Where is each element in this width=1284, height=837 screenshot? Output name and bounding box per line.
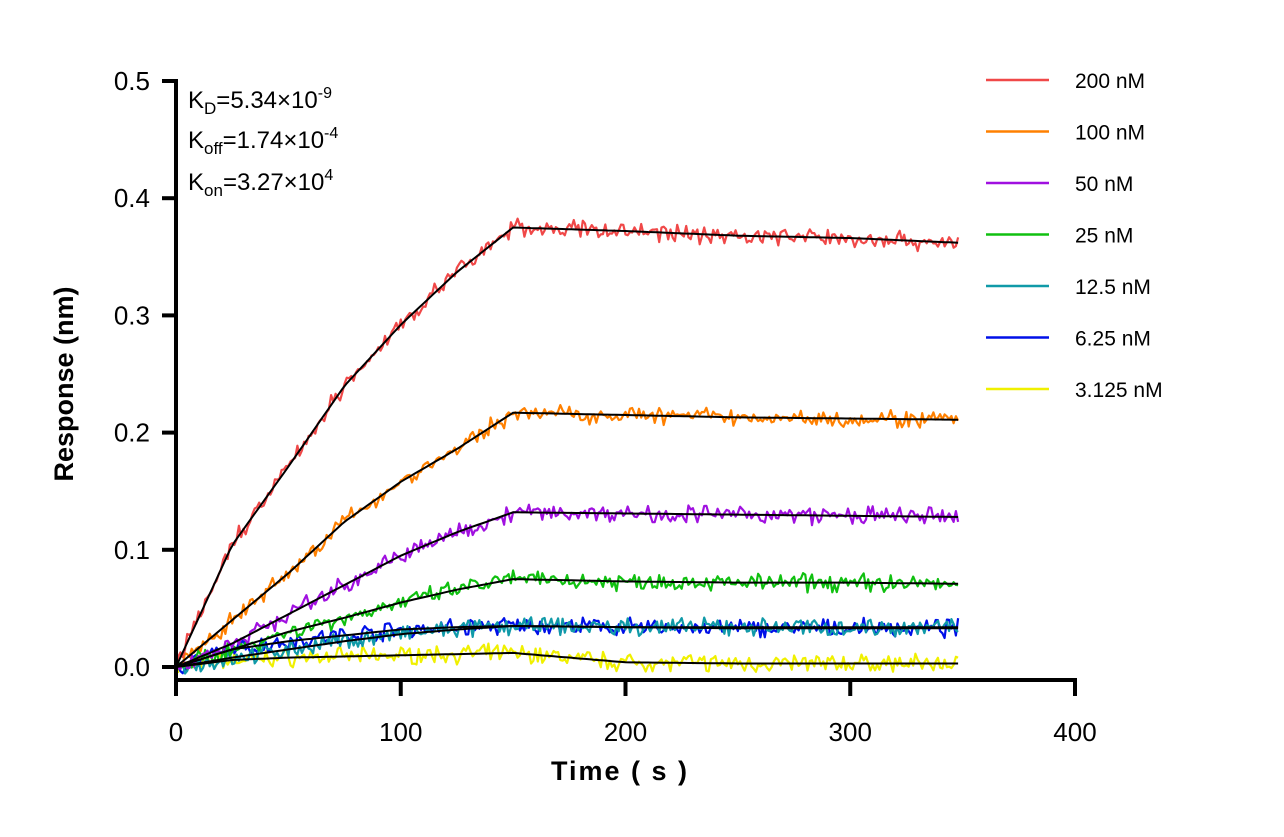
- trace-25-nM: [175, 569, 959, 671]
- koff-annotation: Koff=1.74×10-4: [188, 125, 338, 158]
- y-ticks: 0.0 0.1 0.2 0.3 0.4 0.5: [114, 66, 176, 682]
- fit-50-nM: [175, 511, 959, 668]
- trace-50-nM: [174, 503, 960, 671]
- y-axis-label: Response (nm): [49, 286, 79, 481]
- trace-3-125-nM: [175, 642, 959, 674]
- x-tick-label: 100: [379, 717, 422, 747]
- legend-label: 25 nM: [1075, 225, 1133, 248]
- legend-label: 12.5 nM: [1075, 276, 1151, 299]
- y-tick-label: 0.0: [114, 652, 150, 682]
- fit-6-25-nM: [175, 625, 959, 668]
- legend: 200 nM 100 nM 50 nM 25 nM 12.5 nM 6.25 nM 3.12…: [986, 70, 1163, 402]
- fit-3-125-nM: [175, 651, 959, 668]
- legend-label: 50 nM: [1075, 173, 1133, 196]
- trace-12-5-nM: [175, 616, 959, 675]
- fit-25-nM: [175, 578, 959, 668]
- legend-label: 3.125 nM: [1075, 379, 1163, 402]
- x-tick-label: 200: [604, 717, 647, 747]
- fit-curves-overlay: [175, 226, 959, 668]
- y-tick-label: 0.3: [114, 300, 150, 330]
- y-tick-label: 0.2: [114, 418, 150, 448]
- legend-label: 100 nM: [1075, 122, 1145, 145]
- legend-label: 200 nM: [1075, 70, 1145, 93]
- x-tick-label: 300: [829, 717, 872, 747]
- y-tick-label: 0.5: [114, 66, 150, 96]
- x-ticks: 0 100 200 300 400: [169, 680, 1097, 747]
- fit-200-nM: [175, 226, 959, 668]
- fit-100-nM: [175, 411, 959, 668]
- kon-annotation: Kon=3.27×104: [188, 167, 333, 200]
- y-tick-label: 0.4: [114, 183, 150, 213]
- x-axis-label: Time ( s ): [551, 756, 689, 786]
- trace-200-nM: [174, 217, 960, 674]
- x-tick-label: 0: [169, 717, 183, 747]
- kd-annotation: KD=5.34×10-9: [188, 85, 332, 118]
- y-tick-label: 0.1: [114, 535, 150, 565]
- x-tick-label: 400: [1053, 717, 1096, 747]
- legend-label: 6.25 nM: [1075, 328, 1151, 351]
- kinetic-annotations: KD=5.34×10-9 Koff=1.74×10-4 Kon=3.27×104: [188, 85, 338, 200]
- data-traces: [174, 217, 960, 675]
